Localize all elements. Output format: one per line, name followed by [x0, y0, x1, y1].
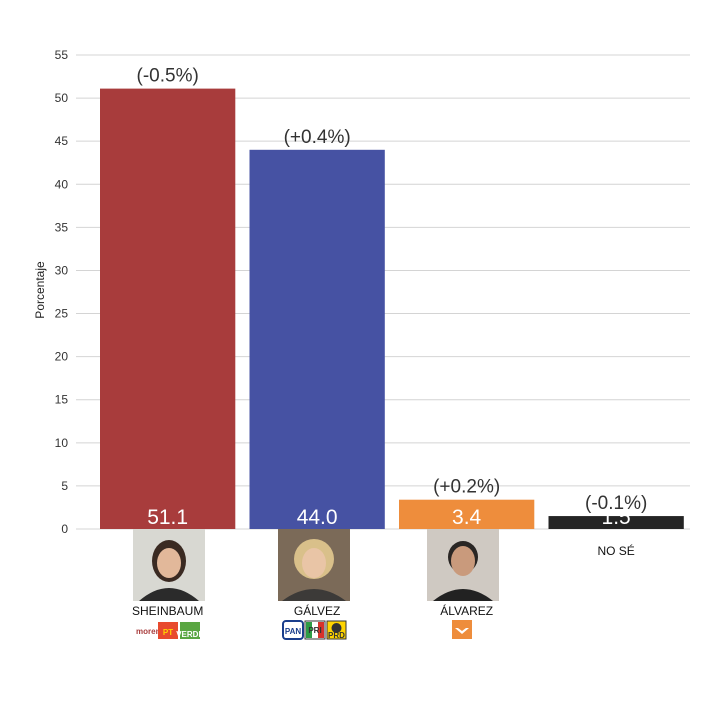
- svg-text:PAN: PAN: [285, 627, 302, 636]
- bar: [548, 516, 684, 529]
- y-tick-label: 45: [55, 134, 69, 148]
- galvez-photo: [278, 529, 350, 601]
- pri-logo: PRI: [304, 620, 326, 640]
- bar-change-label: (-0.1%): [585, 493, 647, 514]
- pan-logo: PAN: [282, 620, 304, 640]
- bar-value-label: 1.5: [602, 506, 631, 529]
- bar-value-label: 3.4: [452, 506, 482, 529]
- y-tick-label: 55: [55, 48, 69, 62]
- bar: [249, 149, 385, 530]
- y-tick-label: 50: [55, 91, 69, 105]
- y-tick-label: 40: [55, 177, 69, 191]
- y-tick-label: 20: [55, 350, 69, 364]
- svg-text:PRI: PRI: [308, 626, 321, 635]
- svg-text:morena: morena: [136, 627, 165, 636]
- prd-logo: PRD: [326, 620, 347, 640]
- y-tick-label: 5: [61, 479, 68, 493]
- svg-text:VERDE: VERDE: [176, 630, 204, 639]
- y-axis-label: Porcentaje: [33, 261, 47, 319]
- morena-logo: morena: [136, 627, 165, 636]
- y-tick-label: 35: [55, 220, 69, 234]
- y-tick-label: 15: [55, 393, 69, 407]
- y-tick-label: 30: [55, 263, 69, 277]
- bars: [100, 88, 684, 530]
- sheinbaum-photo: [133, 529, 205, 601]
- svg-text:PT: PT: [163, 628, 173, 637]
- y-tick-label: 0: [61, 522, 68, 536]
- category-label: NO SÉ: [597, 543, 634, 558]
- y-tick-label: 25: [55, 307, 69, 321]
- bar-labels: 51.1 (-0.5%) 44.0 (+0.4%) 3.4 (+0.2%) 1.5(-0.1…: [137, 66, 648, 529]
- bar-change-label: (+0.2%): [433, 477, 500, 498]
- bar: [399, 499, 535, 529]
- category-label: ÁLVAREZ: [440, 603, 493, 618]
- bar-change-label: (+0.4%): [284, 127, 351, 148]
- bar-change-label: (-0.5%): [137, 66, 199, 87]
- y-tick-label: 10: [55, 436, 69, 450]
- category-label: GÁLVEZ: [294, 603, 340, 618]
- category-labels: SHEINBAUM GÁLVEZ ÁLVAREZ NO SÉ: [132, 543, 635, 618]
- bar: [100, 88, 236, 530]
- svg-text:PRD: PRD: [328, 631, 345, 640]
- verde-logo: VERDE: [176, 622, 204, 639]
- bar-value-label: 51.1: [147, 506, 188, 529]
- y-axis-ticks: 0 5 10 15 20 25 30 35 40 45 50 55: [55, 48, 69, 536]
- movimiento-ciudadano-logo: [452, 620, 472, 639]
- bar-value-label: 44.0: [297, 506, 338, 529]
- alvarez-photo: [427, 529, 499, 601]
- category-label: SHEINBAUM: [132, 604, 203, 618]
- pt-logo: PT: [158, 622, 178, 639]
